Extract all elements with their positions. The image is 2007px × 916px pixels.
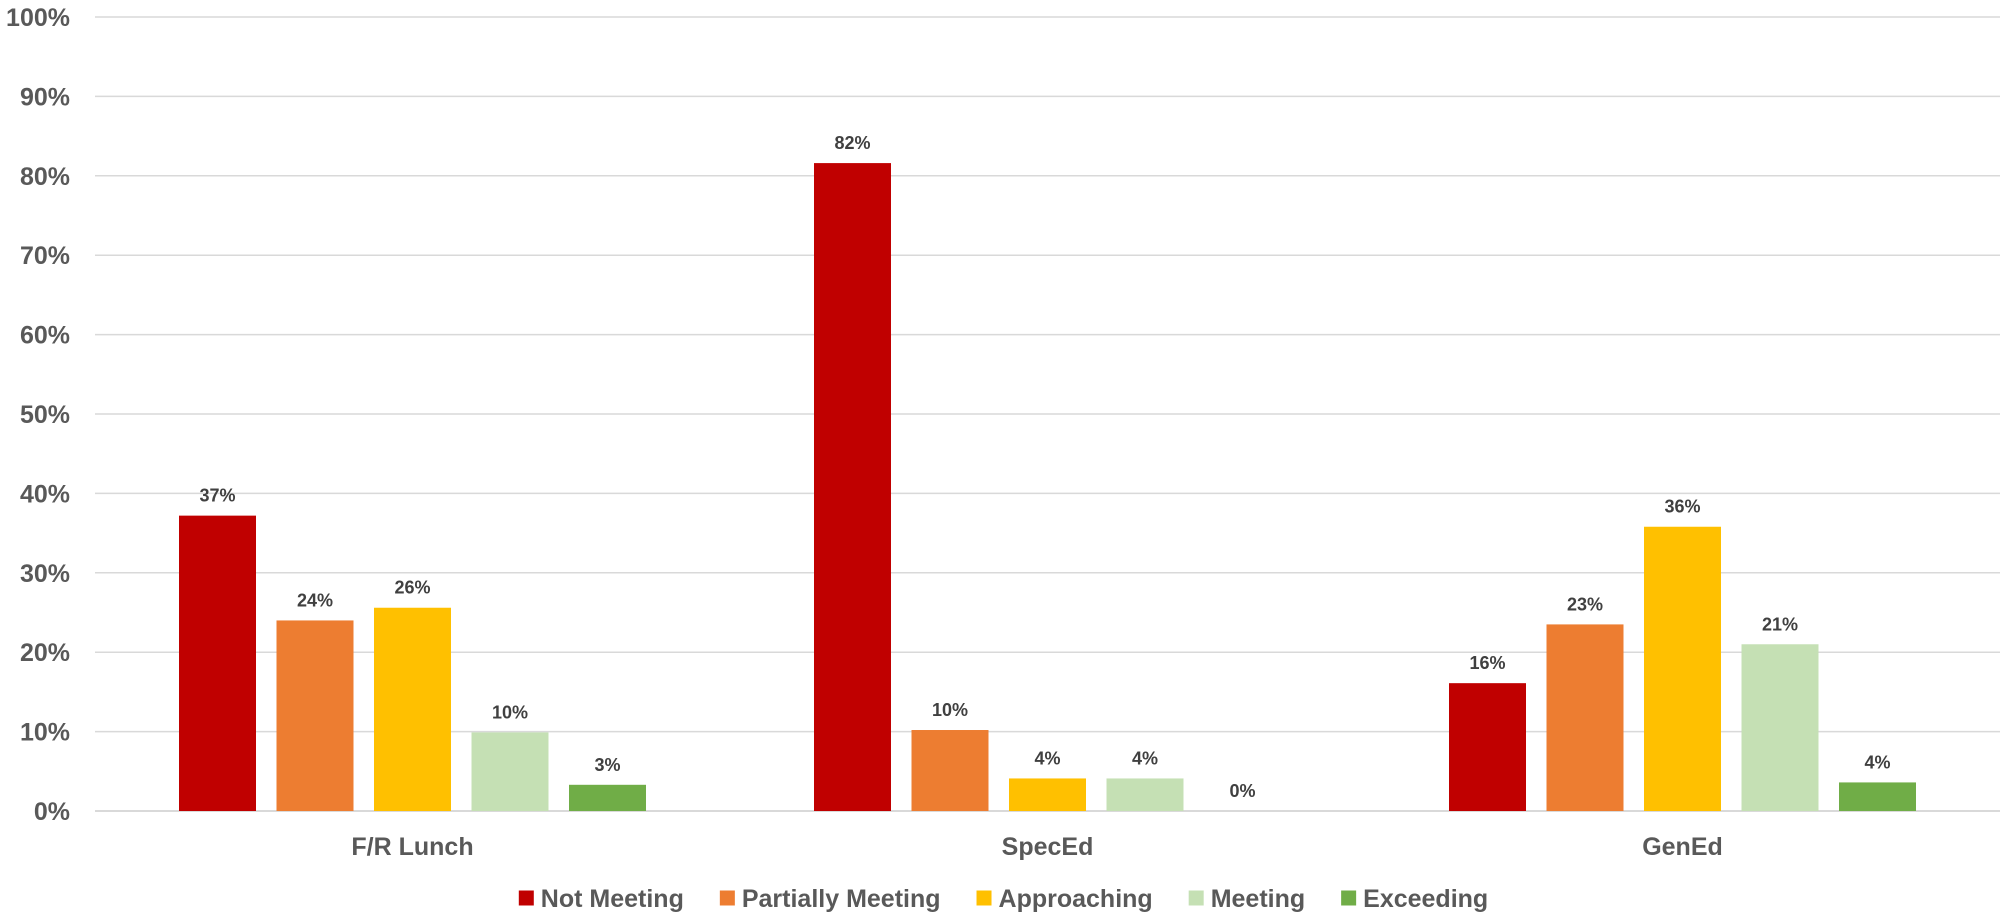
legend-label: Exceeding — [1363, 885, 1488, 913]
bar-partially-meeting-0 — [276, 620, 354, 811]
bars — [179, 163, 1916, 811]
legend-label: Partially Meeting — [742, 885, 941, 913]
bar-meeting-2 — [1741, 644, 1819, 811]
data-label: 24% — [297, 590, 333, 610]
legend-label: Meeting — [1211, 885, 1305, 913]
data-label: 3% — [594, 755, 620, 775]
y-tick-label: 0% — [34, 798, 70, 826]
data-label: 37% — [199, 486, 235, 506]
legend-swatch — [976, 890, 992, 906]
bar-meeting-0 — [471, 732, 549, 811]
data-label: 10% — [492, 702, 528, 722]
y-tick-label: 60% — [20, 322, 70, 350]
bar-partially-meeting-1 — [911, 730, 989, 811]
bar-approaching-2 — [1644, 526, 1721, 811]
bar-approaching-1 — [1009, 778, 1086, 811]
legend-swatch — [1341, 890, 1357, 906]
legend-label: Not Meeting — [541, 885, 684, 913]
bar-approaching-0 — [374, 607, 451, 811]
y-axis-tick-labels: 0% 10% 20% 30% 40% 50% 60% 70% 80% 90% 100% — [6, 4, 70, 826]
y-tick-label: 90% — [20, 83, 70, 111]
data-label: 23% — [1567, 594, 1603, 614]
y-tick-label: 20% — [20, 639, 70, 667]
legend-label: Approaching — [999, 885, 1153, 913]
y-tick-label: 70% — [20, 242, 70, 270]
data-label: 36% — [1664, 497, 1700, 517]
x-axis-category-labels: F/R Lunch SpecEd GenEd — [351, 833, 1722, 861]
bar-partially-meeting-2 — [1546, 624, 1624, 811]
y-tick-label: 50% — [20, 401, 70, 429]
bar-not-meeting-2 — [1449, 683, 1526, 811]
bar-exceeding-2 — [1839, 782, 1916, 811]
y-tick-label: 40% — [20, 480, 70, 508]
y-tick-label: 100% — [6, 4, 70, 32]
bar-exceeding-0 — [569, 784, 646, 811]
data-label: 4% — [1864, 752, 1890, 772]
data-label: 21% — [1762, 614, 1798, 634]
data-label: 4% — [1034, 748, 1060, 768]
legend-swatch — [518, 890, 534, 906]
bar-meeting-1 — [1106, 778, 1184, 811]
y-tick-label: 80% — [20, 163, 70, 191]
data-label: 10% — [932, 700, 968, 720]
category-label: GenEd — [1642, 833, 1723, 861]
data-label: 26% — [394, 578, 430, 598]
data-label: 82% — [834, 133, 870, 153]
bar-not-meeting-0 — [179, 515, 256, 811]
data-labels: 37% 24% 26% 10% 3% 82% 10% 4% 4% 0% 16% 23% 36% 21% 4% — [199, 133, 1890, 801]
data-label: 16% — [1469, 653, 1505, 673]
legend-swatch — [719, 890, 735, 906]
data-label: 0% — [1229, 781, 1255, 801]
category-label: F/R Lunch — [351, 833, 473, 861]
bar-not-meeting-1 — [814, 163, 891, 811]
data-label: 4% — [1132, 748, 1158, 768]
y-tick-label: 10% — [20, 719, 70, 747]
legend: Not Meeting Partially Meeting Approaching M… — [518, 885, 1488, 913]
y-tick-label: 30% — [20, 560, 70, 588]
legend-swatch — [1188, 890, 1204, 906]
category-label: SpecEd — [1002, 833, 1094, 861]
